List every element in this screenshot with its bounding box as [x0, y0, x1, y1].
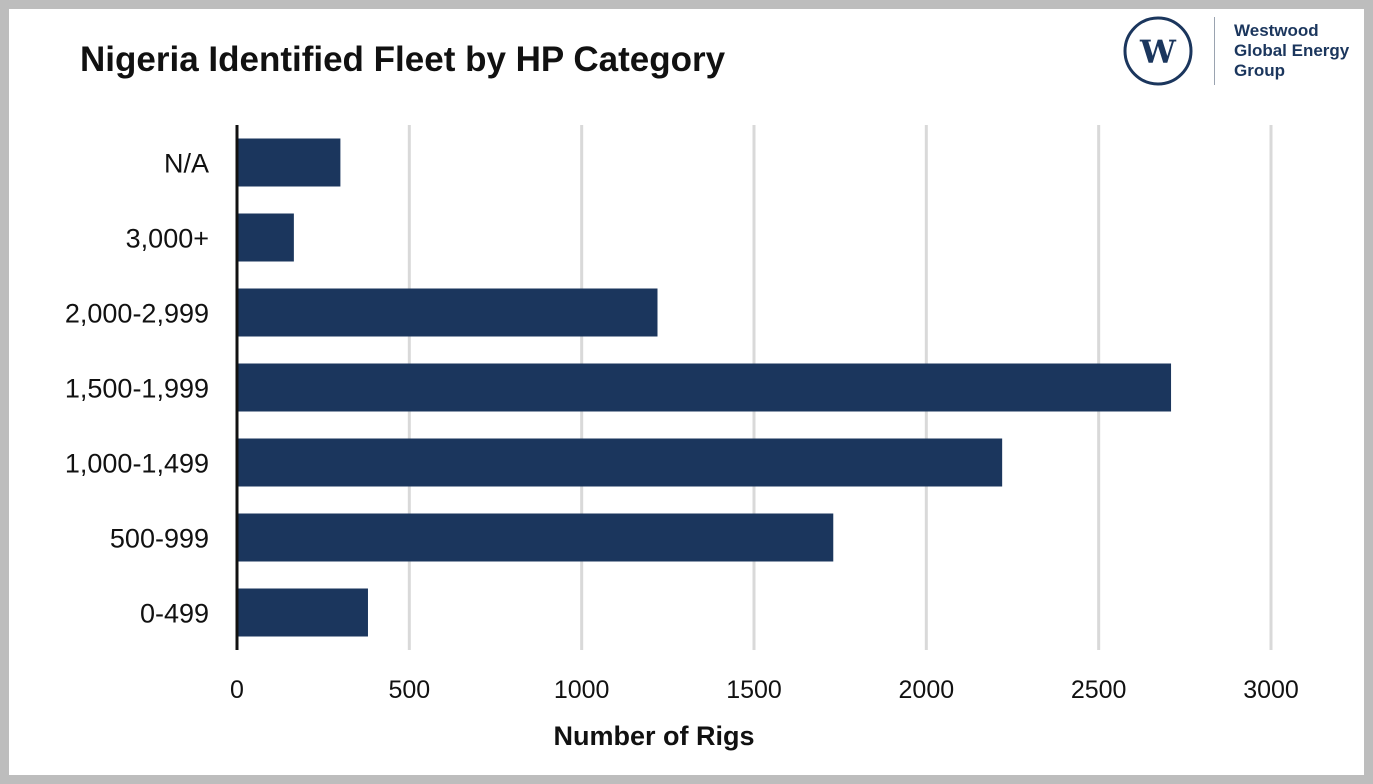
westwood-logo-icon: W	[1123, 16, 1193, 86]
bar	[237, 588, 368, 637]
category-label: 1,000-1,499	[65, 449, 209, 479]
bar	[237, 438, 1003, 487]
bar	[237, 213, 294, 262]
category-label: 3,000+	[126, 224, 209, 254]
bars	[237, 138, 1172, 637]
logo-divider	[1214, 17, 1215, 85]
x-tick-label: 1000	[554, 676, 610, 704]
x-tick-label: 2500	[1071, 676, 1127, 704]
x-tick-label: 0	[230, 676, 244, 704]
logo-line-2: Global Energy	[1234, 41, 1350, 60]
category-label: 500-999	[110, 524, 209, 554]
category-label: 1,500-1,999	[65, 374, 209, 404]
westwood-logo: W Westwood Global Energy Group	[1122, 14, 1362, 88]
x-tick-label: 3000	[1243, 676, 1299, 704]
logo-wordmark: Westwood Global Energy Group	[1234, 21, 1349, 81]
category-labels: N/A 3,000+ 2,000-2,999 1,500-1,999 1,000-1,4…	[65, 149, 209, 629]
bar	[237, 363, 1172, 412]
category-label: N/A	[164, 149, 209, 179]
bar	[237, 288, 658, 337]
logo-line-1: Westwood	[1234, 21, 1319, 40]
bar	[237, 138, 341, 187]
x-tick-label: 2000	[899, 676, 955, 704]
logo-line-3: Group	[1234, 61, 1285, 80]
category-label: 0-499	[140, 599, 209, 629]
x-axis-title: Number of Rigs	[553, 721, 754, 751]
x-tick-label: 500	[388, 676, 430, 704]
x-tick-labels: 0 500 1000 1500 2000 2500 3000	[230, 676, 1299, 704]
logo-mark-letter: W	[1139, 33, 1177, 71]
chart-title: Nigeria Identified Fleet by HP Category	[80, 40, 726, 79]
x-tick-label: 1500	[726, 676, 782, 704]
category-label: 2,000-2,999	[65, 299, 209, 329]
bar	[237, 513, 834, 562]
